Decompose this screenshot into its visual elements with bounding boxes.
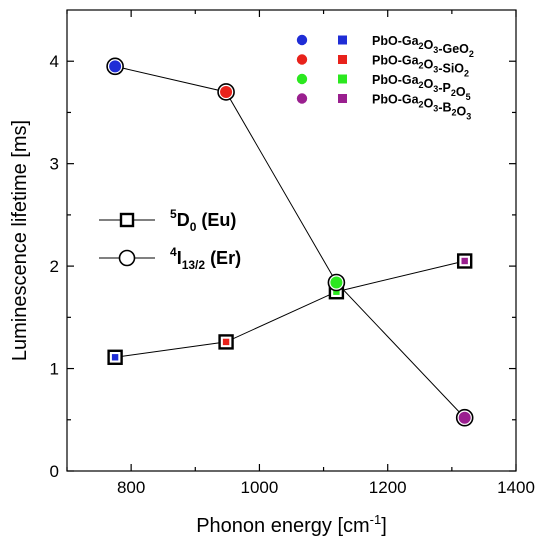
legend-square-marker (338, 74, 347, 84)
legend-glass-label: PbO-Ga2O3-P2O5 (372, 73, 471, 102)
y-tick-label: 2 (50, 257, 59, 276)
data-markers (106, 57, 474, 427)
er-point-fill (330, 276, 343, 289)
er-point-fill (220, 85, 233, 98)
legend-er-marker (118, 249, 136, 267)
legend-square-marker (338, 35, 347, 45)
legend-glass-label: PbO-Ga2O3-GeO2 (372, 34, 474, 59)
series-line-eu (115, 260, 465, 358)
series-lines (114, 65, 466, 419)
legend-eu-marker (119, 212, 135, 228)
y-tick-label: 3 (50, 155, 59, 174)
er-point-fill (458, 411, 471, 424)
series-line-er (114, 65, 466, 419)
x-tick-label: 800 (117, 478, 145, 497)
legend-eu-label: 5D0 (Eu) (170, 207, 236, 234)
er-point-fill (109, 60, 122, 73)
x-tick-label: 1000 (241, 478, 279, 497)
eu-point-fill (111, 354, 119, 361)
ticks: 800 1000 1200 1400 0 1 2 3 4 (50, 10, 535, 497)
y-axis-title: Luminescence lifetime [ms] (9, 120, 31, 361)
legend-glass-label: PbO-Ga2O3-SiO2 (372, 54, 469, 79)
plot-frame (66, 9, 517, 472)
ion-legend: 5D0 (Eu) 4I13/2 (Er) (99, 207, 241, 272)
axis-titles: Phonon energy [cm-1] Luminescence lifetim… (9, 120, 387, 537)
x-axis-title: Phonon energy [cm-1] (196, 512, 387, 537)
x-tick-label: 1200 (369, 478, 407, 497)
axes (66, 9, 517, 472)
legend-circle-marker (296, 93, 308, 104)
y-tick-label: 1 (50, 360, 59, 379)
legend-square-marker (338, 55, 347, 64)
legend-circle-marker (296, 34, 308, 46)
legend-square-marker (338, 94, 347, 103)
legend-er-label: 4I13/2 (Er) (170, 245, 241, 272)
eu-point-fill (222, 338, 230, 346)
legend-circle-marker (296, 73, 308, 85)
eu-point-fill (461, 257, 468, 265)
y-tick-label: 4 (50, 52, 59, 71)
legend-circle-marker (296, 54, 308, 65)
x-tick-label: 1400 (497, 478, 535, 497)
y-tick-label: 0 (50, 462, 59, 481)
eu-point-fill (333, 288, 340, 295)
glass-legend: PbO-Ga2O3-GeO2PbO-Ga2O3-SiO2PbO-Ga2O3-P2… (296, 34, 474, 122)
legend-glass-label: PbO-Ga2O3-B2O3 (372, 93, 471, 122)
